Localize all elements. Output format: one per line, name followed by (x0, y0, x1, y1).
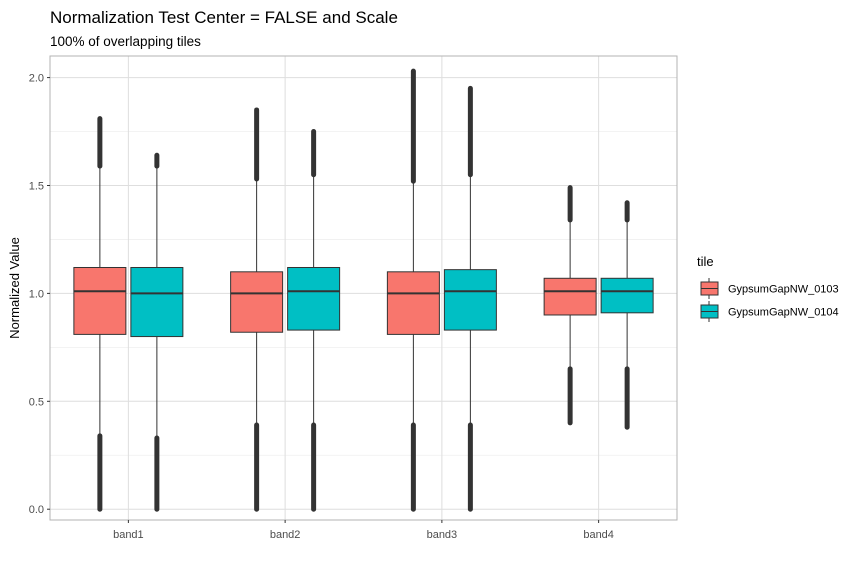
box-body (73, 266, 127, 335)
y-tick-label: 0.0 (29, 504, 44, 516)
x-axis-ticks: band1 band2 band3 band4 (113, 520, 614, 541)
y-tick-label: 0.5 (29, 396, 44, 408)
legend-title: tile (697, 254, 714, 269)
legend: tile GypsumGapNW_0103 GypsumGapNW_0104 (697, 254, 839, 322)
x-tick-label: band3 (427, 529, 458, 541)
y-tick-label: 1.5 (29, 180, 44, 192)
boxplots (73, 68, 654, 512)
chart-title: Normalization Test Center = FALSE and Sc… (50, 8, 398, 27)
box-body (130, 266, 184, 338)
box-body (287, 266, 341, 331)
y-axis-title: Normalized Value (7, 237, 22, 339)
box-GypsumGapNW_0104-band3 (443, 85, 497, 512)
box-GypsumGapNW_0104-band1 (130, 152, 184, 512)
x-tick-label: band2 (270, 529, 301, 541)
chart-subtitle: 100% of overlapping tiles (50, 34, 201, 49)
box-GypsumGapNW_0103-band1 (73, 116, 127, 512)
legend-key-GypsumGapNW_0104 (700, 301, 719, 322)
panel-border (49, 55, 678, 521)
box-GypsumGapNW_0103-band3 (386, 68, 440, 512)
legend-key-GypsumGapNW_0103 (700, 278, 719, 299)
x-tick-label: band4 (583, 529, 614, 541)
y-axis-ticks: 0.0 0.5 1.0 1.5 2.0 (29, 73, 50, 516)
x-tick-label: band1 (113, 529, 144, 541)
box-GypsumGapNW_0103-band2 (230, 107, 284, 512)
box-GypsumGapNW_0104-band2 (287, 129, 341, 512)
grid-minor (50, 131, 677, 456)
box-body (600, 277, 654, 314)
legend-label: GypsumGapNW_0104 (728, 307, 839, 319)
box-body (543, 277, 597, 316)
box-body (386, 271, 440, 335)
y-tick-label: 2.0 (29, 73, 44, 85)
legend-label: GypsumGapNW_0103 (728, 284, 839, 296)
y-tick-label: 1.0 (29, 288, 44, 300)
box-body (443, 269, 497, 331)
box-GypsumGapNW_0104-band4 (600, 200, 654, 430)
box-GypsumGapNW_0103-band4 (543, 185, 597, 426)
box-body (230, 271, 284, 333)
